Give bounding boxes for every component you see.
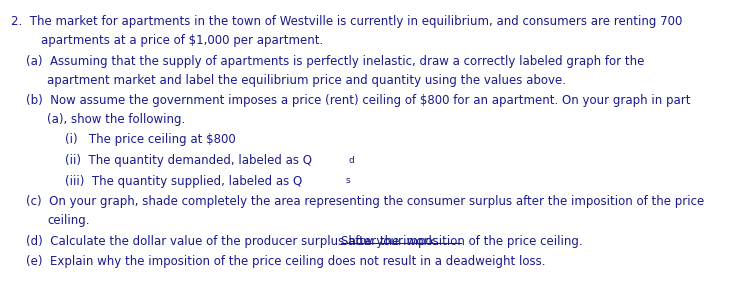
Text: apartment market and label the equilibrium price and quantity using the values a: apartment market and label the equilibri… xyxy=(47,74,566,87)
Text: (i)   The price ceiling at $800: (i) The price ceiling at $800 xyxy=(65,133,236,146)
Text: (a)  Assuming that the supply of apartments is perfectly inelastic, draw a corre: (a) Assuming that the supply of apartmen… xyxy=(26,55,644,68)
Text: (c)  On your graph, shade completely the area representing the consumer surplus : (c) On your graph, shade completely the … xyxy=(26,195,704,208)
Text: (iii)  The quantity supplied, labeled as Q: (iii) The quantity supplied, labeled as … xyxy=(65,174,302,188)
Text: (a), show the following.: (a), show the following. xyxy=(47,113,185,126)
Text: apartments at a price of $1,000 per apartment.: apartments at a price of $1,000 per apar… xyxy=(41,34,323,47)
Text: d: d xyxy=(348,156,354,164)
Text: s: s xyxy=(345,176,350,185)
Text: Show your work.: Show your work. xyxy=(341,235,439,248)
Text: ceiling.: ceiling. xyxy=(47,214,89,227)
Text: (ii)  The quantity demanded, labeled as Q: (ii) The quantity demanded, labeled as Q xyxy=(65,154,312,167)
Text: 2.  The market for apartments in the town of Westville is currently in equilibri: 2. The market for apartments in the town… xyxy=(10,15,682,28)
Text: (d)  Calculate the dollar value of the producer surplus after the imposition of : (d) Calculate the dollar value of the pr… xyxy=(26,235,586,248)
Text: (e)  Explain why the imposition of the price ceiling does not result in a deadwe: (e) Explain why the imposition of the pr… xyxy=(26,255,545,268)
Text: (b)  Now assume the government imposes a price (rent) ceiling of $800 for an apa: (b) Now assume the government imposes a … xyxy=(26,94,690,107)
